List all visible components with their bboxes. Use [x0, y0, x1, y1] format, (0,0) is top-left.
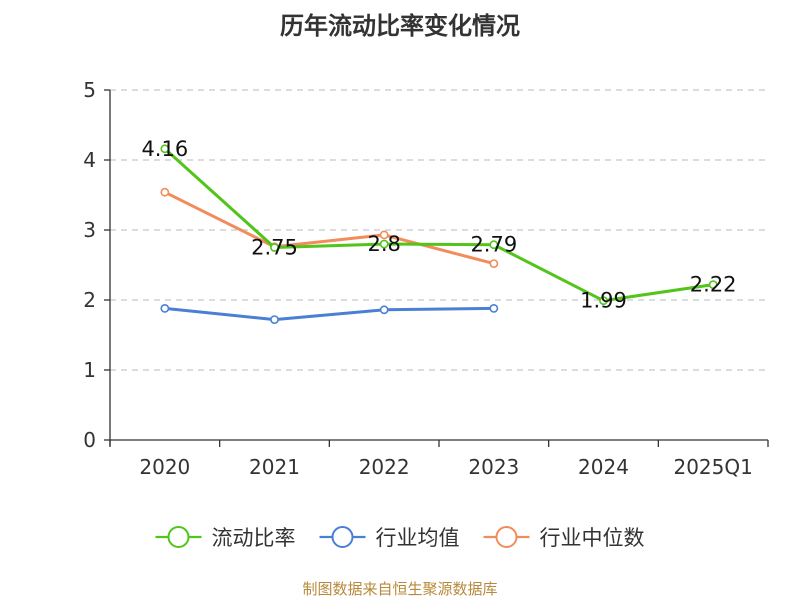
source-note: 制图数据来自恒生聚源数据库 — [302, 580, 497, 598]
y-tick-label: 0 — [83, 428, 96, 452]
data-label: 1.99 — [580, 289, 627, 313]
legend: 流动比率 行业均值 行业中位数 — [155, 526, 645, 550]
y-tick-label: 4 — [83, 148, 96, 172]
data-point — [379, 230, 389, 240]
x-tick-label: 2021 — [249, 455, 300, 479]
legend-item[interactable]: 行业均值 — [319, 526, 460, 550]
legend-label: 流动比率 — [212, 526, 296, 550]
data-point — [599, 296, 608, 306]
data-point — [160, 144, 170, 154]
y-tick-label: 5 — [83, 78, 96, 102]
series-2 — [160, 303, 499, 324]
legend-swatch-marker — [331, 526, 354, 548]
y-tick-label: 1 — [83, 358, 96, 382]
legend-label: 行业中位数 — [540, 526, 645, 550]
data-point — [270, 243, 279, 252]
series-line — [163, 147, 715, 303]
data-point — [489, 259, 499, 268]
data-label: 2.8 — [367, 232, 400, 256]
legend-swatch-marker — [167, 526, 190, 548]
legend-item[interactable]: 行业中位数 — [483, 526, 645, 550]
data-label: 2.22 — [690, 273, 737, 297]
data-point — [379, 305, 389, 315]
y-tick-label: 2 — [83, 288, 96, 312]
legend-label: 行业均值 — [376, 526, 460, 550]
series-1 — [160, 144, 718, 306]
grid — [110, 89, 768, 371]
chart-title: 历年流动比率变化情况 — [280, 12, 520, 40]
x-tick-label: 2022 — [359, 455, 410, 479]
data-label: 2.75 — [251, 236, 298, 260]
data-labels: 4.16 2.75 2.8 2.79 1.99 2.22 — [141, 137, 736, 313]
data-label: 2.79 — [470, 233, 517, 257]
series — [160, 144, 718, 324]
data-point — [379, 239, 389, 249]
legend-swatch-marker — [495, 526, 518, 548]
series-line — [163, 190, 496, 266]
axes: 0 1 2 3 4 5 2020 2021 2022 2023 2024 2025Q1 — [83, 78, 769, 479]
data-point — [708, 280, 718, 289]
x-tick-label: 2025Q1 — [673, 455, 752, 479]
legend-item[interactable]: 流动比率 — [155, 526, 296, 550]
series-line — [163, 306, 496, 322]
x-tick-label: 2020 — [139, 455, 190, 479]
y-tick-label: 3 — [83, 218, 96, 242]
data-label: 4.16 — [141, 137, 188, 161]
series-3 — [160, 187, 499, 268]
data-point — [489, 303, 499, 313]
x-tick-label: 2023 — [468, 455, 519, 479]
data-point — [160, 303, 170, 313]
data-point — [489, 240, 499, 250]
x-tick-label: 2024 — [578, 455, 629, 479]
data-point — [270, 315, 279, 324]
data-point — [160, 187, 170, 197]
